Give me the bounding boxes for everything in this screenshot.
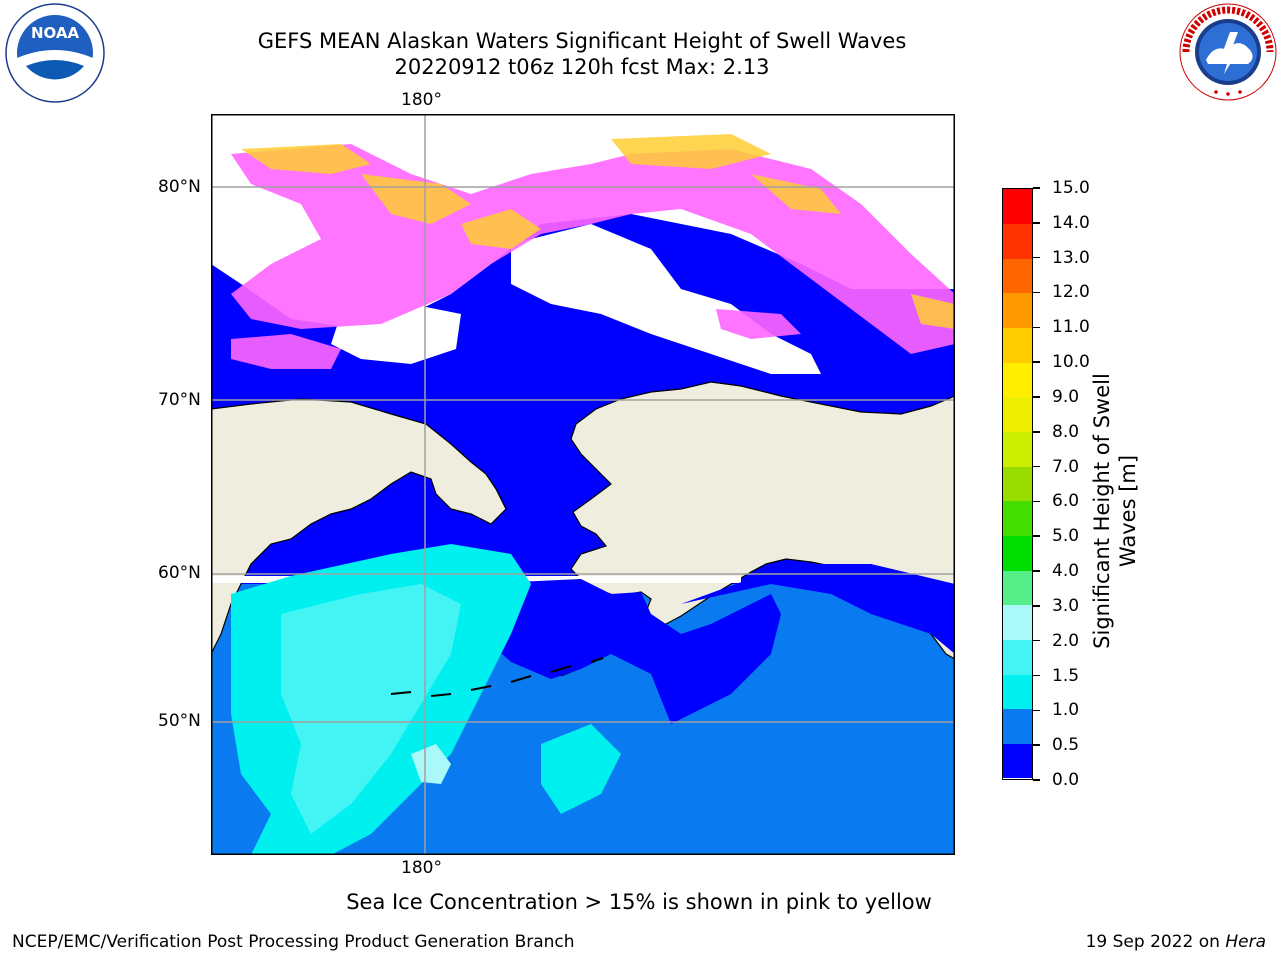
colorbar-tick <box>1033 570 1040 572</box>
colorbar-tick <box>1033 256 1040 259</box>
colorbar-segment <box>1003 292 1032 329</box>
colorbar-tick <box>1033 361 1040 363</box>
land-siberia <box>211 398 507 655</box>
colorbar-tick <box>1033 639 1040 642</box>
colorbar-segment <box>1003 708 1032 744</box>
sea-ice-note: Sea Ice Concentration > 15% is shown in … <box>346 890 932 914</box>
colorbar-segment <box>1003 396 1032 433</box>
colorbar-tick <box>1033 779 1040 781</box>
colorbar-tick <box>1033 744 1040 746</box>
lat-label-50: 50°N <box>158 711 201 731</box>
chart-subtitle: 20220912 t06z 120h fcst Max: 2.13 <box>394 55 770 79</box>
colorbar-segment <box>1003 604 1032 640</box>
footer-branch: NCEP/EMC/Verification Post Processing Pr… <box>12 932 575 952</box>
colorbar-tick <box>1033 535 1040 537</box>
colorbar-segment <box>1003 500 1032 536</box>
graticule <box>211 114 955 855</box>
gulf-of-alaska <box>681 564 955 654</box>
colorbar-tick <box>1033 396 1040 398</box>
colorbar-title: Significant Height of Swell Waves [m] <box>1089 311 1141 711</box>
colorbar-tick-label: 15.0 <box>1052 178 1090 198</box>
colorbar-segment <box>1003 639 1032 675</box>
colorbar-segment <box>1003 223 1032 259</box>
colorbar-segment <box>1003 570 1032 606</box>
colorbar-tick-label: 11.0 <box>1052 317 1090 338</box>
colorbar-segment <box>1003 535 1032 571</box>
colorbar-tick-label: 5.0 <box>1052 526 1080 547</box>
colorbar-segment <box>1003 258 1032 294</box>
sea-ice-high <box>241 134 955 329</box>
colorbar-tick-label: 7.0 <box>1052 456 1080 477</box>
colorbar-tick-label: 13.0 <box>1052 247 1090 268</box>
colorbar-tick <box>1033 500 1040 503</box>
colorbar-segment <box>1003 189 1032 225</box>
colorbar <box>1002 188 1033 780</box>
colorbar-tick-label: 0.5 <box>1052 735 1080 756</box>
chart-title: GEFS MEAN Alaskan Waters Significant Hei… <box>257 29 907 53</box>
colorbar-title-line2: Waves [m] <box>1116 454 1140 568</box>
aleutian-islands <box>390 657 604 697</box>
colorbar-tick-label: 2.0 <box>1052 630 1080 651</box>
pacific-higher-swell <box>281 584 461 834</box>
lon-label-bottom: 180° <box>401 858 442 878</box>
noaa-logo-text: NOAA <box>31 24 80 42</box>
colorbar-tick-label: 1.0 <box>1052 700 1080 721</box>
lat-label-70: 70°N <box>158 390 201 410</box>
colorbar-tick-label: 8.0 <box>1052 421 1080 442</box>
swell-height-map <box>211 114 955 855</box>
colorbar-tick <box>1033 709 1040 712</box>
nws-logo <box>1179 3 1277 101</box>
bering-sea <box>471 579 781 724</box>
colorbar-segment <box>1003 362 1032 398</box>
colorbar-tick-label: 1.5 <box>1052 665 1080 686</box>
sea-ice-band-2 <box>231 309 801 369</box>
colorbar-tick-label: 12.0 <box>1052 282 1090 303</box>
colorbar-tick-label: 14.0 <box>1052 212 1090 233</box>
colorbar-tick-label: 6.0 <box>1052 491 1080 512</box>
colorbar-tick-label: 9.0 <box>1052 386 1080 407</box>
colorbar-segment <box>1003 743 1032 779</box>
aleutian-swell-patch <box>541 724 621 814</box>
colorbar-tick-label: 3.0 <box>1052 595 1080 616</box>
colorbar-title-line1: Significant Height of Swell <box>1090 373 1114 649</box>
colorbar-tick <box>1033 605 1040 607</box>
lat-label-60: 60°N <box>158 563 201 583</box>
colorbar-tick <box>1033 465 1040 468</box>
footer-machine: Hera <box>1225 932 1266 952</box>
colorbar-tick-label: 0.0 <box>1052 770 1080 790</box>
lat-label-80: 80°N <box>158 177 201 197</box>
colorbar-tick <box>1033 326 1040 329</box>
footer-date-text: 19 Sep 2022 on <box>1085 932 1220 952</box>
map-frame <box>211 114 955 855</box>
colorbar-segment <box>1003 466 1032 502</box>
footer-date: 19 Sep 2022 on Hera <box>1086 932 1266 952</box>
colorbar-tick <box>1033 431 1040 433</box>
colorbar-segment <box>1003 674 1032 710</box>
colorbar-tick <box>1033 187 1040 189</box>
pacific-peak-swell <box>411 744 451 784</box>
lon-label-top: 180° <box>401 90 442 110</box>
colorbar-tick-label: 4.0 <box>1052 561 1080 582</box>
colorbar-segment <box>1003 431 1032 467</box>
colorbar-tick <box>1033 222 1040 224</box>
colorbar-segment <box>1003 327 1032 363</box>
colorbar-tick <box>1033 674 1040 677</box>
noaa-logo: NOAA <box>5 3 105 103</box>
colorbar-tick <box>1033 291 1040 294</box>
colorbar-tick-label: 10.0 <box>1052 352 1090 373</box>
